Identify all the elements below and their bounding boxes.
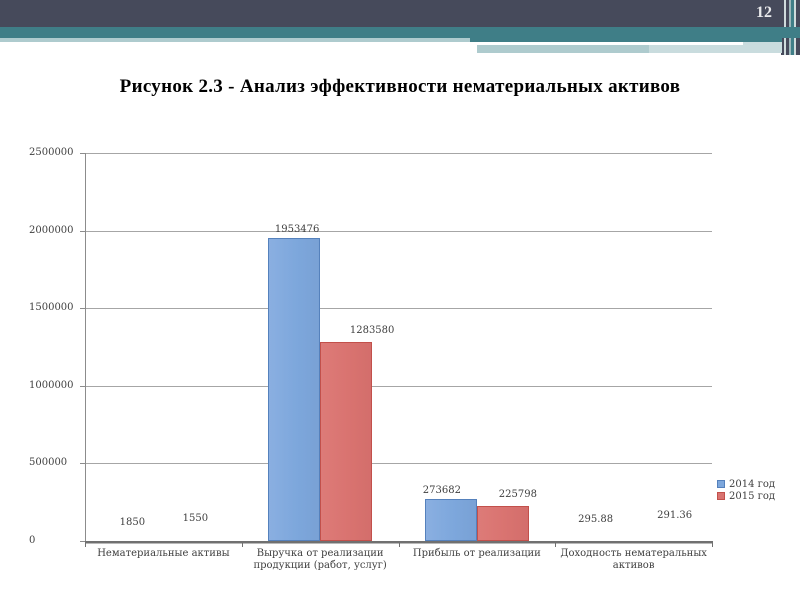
data-label: 295.88 [578,514,614,525]
category-label: Выручка от реализации продукции (работ, … [253,548,387,571]
y-axis-label: 2000000 [29,224,74,236]
legend-swatch-icon [717,492,725,500]
y-axis-tick [80,153,85,154]
gridline [85,308,712,310]
header-white-stripe [470,42,743,45]
data-label: 225798 [498,488,537,500]
slide-number: 12 [756,4,772,21]
y-axis-label: 1500000 [29,302,74,314]
legend-swatch-icon [717,480,725,488]
slide-title: Рисунок 2.3 - Анализ эффективности немат… [119,76,681,97]
y-axis-tick [80,385,85,387]
chart-legend: 2014 год 2015 год [717,478,775,502]
header-dark-bar [0,0,782,27]
category-label: Прибыль от реализации [412,548,541,559]
x-axis-tick [398,541,400,547]
data-label: 291.36 [657,510,693,521]
header-light-teal-band-left [0,38,470,42]
bar-2014-cat3 [424,498,477,541]
header-lighter-teal-band [649,42,782,53]
y-axis-tick [80,541,85,542]
bar-2015-cat2 [320,341,373,541]
legend-label: 2015 год [729,490,776,502]
data-label: 273682 [422,484,461,496]
gridline [85,153,712,154]
bar-2015-cat3 [476,505,529,541]
data-label: 1850 [119,517,146,528]
data-label: 1283580 [349,324,395,336]
y-axis-label: 1000000 [29,379,74,391]
category-label: Доходность нематеральных активов [560,548,707,571]
legend-item: 2014 год [717,478,775,490]
x-axis-tick [85,541,86,547]
y-axis-line [85,153,86,545]
bar-chart: 2014 год 2015 год 0 500000 1000000 1500000 20… [0,130,800,590]
y-axis-tick [80,463,85,465]
bar-2014-cat2 [268,237,321,541]
x-axis-tick [555,541,557,547]
category-label: Нематериальные активы [97,548,230,559]
gridline [85,463,712,465]
x-axis-tick [712,541,713,547]
y-axis-label: 500000 [29,457,68,469]
legend-label: 2014 год [729,478,776,490]
y-axis-label: 0 [29,535,36,546]
header-teal-band [0,27,800,38]
gridline [85,230,712,232]
gridline [85,385,712,387]
y-axis-tick [80,308,85,310]
y-axis-tick [80,230,85,232]
y-axis-label: 2500000 [29,147,74,158]
legend-item: 2015 год [717,490,775,502]
header-light-teal-band-right [477,45,649,53]
data-label: 1550 [182,513,209,524]
x-axis-tick [241,541,243,547]
data-label: 1953476 [274,223,320,235]
header-teal-extension [470,38,782,42]
